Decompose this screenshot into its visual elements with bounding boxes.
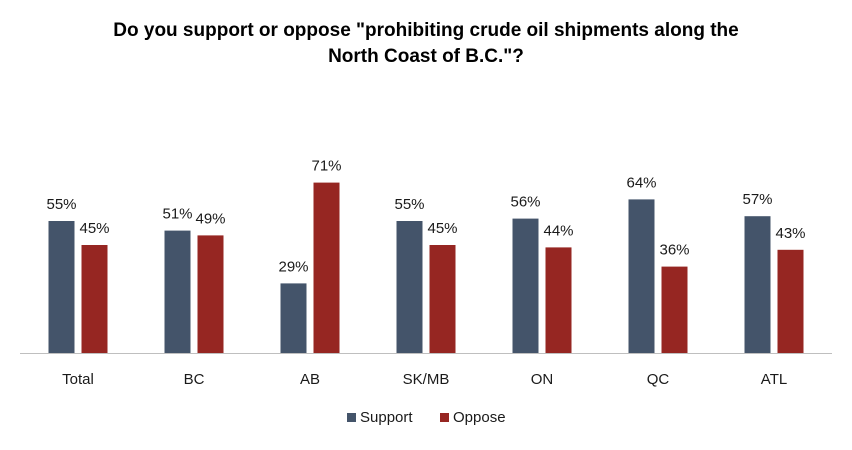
- legend-swatch-support: [347, 413, 356, 422]
- category-label-qc: QC: [647, 371, 670, 388]
- data-label-support-ab: 29%: [278, 258, 308, 275]
- bar-oppose-ab: [313, 182, 340, 353]
- data-label-support-bc: 51%: [162, 206, 192, 223]
- category-label-atl: ATL: [761, 371, 787, 388]
- data-label-support-qc: 64%: [626, 174, 656, 191]
- bar-support-bc: [164, 230, 191, 353]
- bar-oppose-qc: [661, 266, 688, 353]
- data-label-oppose-on: 44%: [543, 222, 573, 239]
- data-label-support-sk-mb: 55%: [394, 196, 424, 213]
- bar-oppose-on: [545, 247, 572, 353]
- category-label-sk-mb: SK/MB: [403, 371, 450, 388]
- data-label-oppose-ab: 71%: [311, 158, 341, 175]
- bar-support-sk-mb: [396, 221, 423, 353]
- data-label-support-atl: 57%: [742, 191, 772, 208]
- bar-oppose-bc: [197, 235, 224, 353]
- data-label-support-total: 55%: [46, 196, 76, 213]
- legend-label-oppose: Oppose: [453, 409, 506, 426]
- chart-title-line-1: Do you support or oppose "prohibiting cr…: [113, 20, 739, 41]
- bar-oppose-sk-mb: [429, 245, 456, 353]
- bar-support-qc: [628, 199, 655, 353]
- data-label-oppose-bc: 49%: [195, 210, 225, 227]
- legend-label-support: Support: [360, 409, 413, 426]
- bar-support-ab: [280, 283, 307, 353]
- data-label-support-on: 56%: [510, 194, 540, 211]
- chart-title-line-2: North Coast of B.C."?: [328, 46, 524, 67]
- category-label-on: ON: [531, 371, 554, 388]
- data-label-oppose-total: 45%: [79, 220, 109, 237]
- category-label-ab: AB: [300, 371, 320, 388]
- data-label-oppose-qc: 36%: [659, 242, 689, 259]
- legend-swatch-oppose: [440, 413, 449, 422]
- data-label-oppose-atl: 43%: [775, 225, 805, 242]
- bar-oppose-total: [81, 245, 108, 353]
- data-label-oppose-sk-mb: 45%: [427, 220, 457, 237]
- chart-title: Do you support or oppose "prohibiting cr…: [0, 18, 852, 70]
- category-label-bc: BC: [184, 371, 205, 388]
- bar-support-on: [512, 218, 539, 353]
- bar-support-atl: [744, 216, 771, 353]
- category-label-total: Total: [62, 371, 94, 388]
- bar-support-total: [48, 221, 75, 353]
- bar-oppose-atl: [777, 249, 804, 353]
